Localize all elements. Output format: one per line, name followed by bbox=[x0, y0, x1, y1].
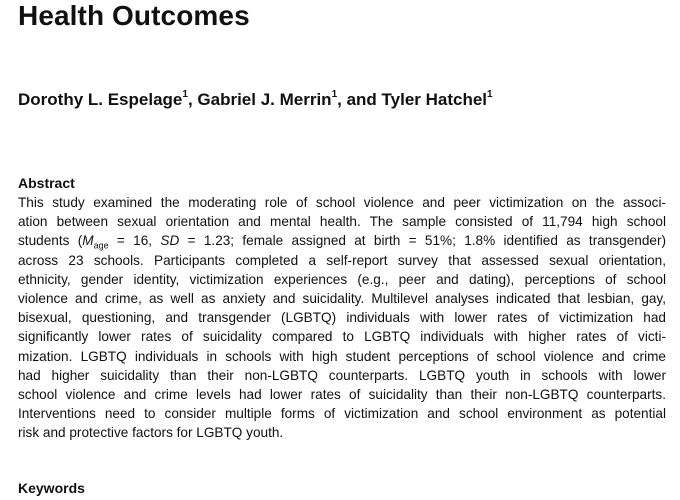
author-name: Dorothy L. Espelage bbox=[18, 90, 183, 109]
author-separator: , and bbox=[337, 90, 382, 109]
keywords-heading: Keywords bbox=[18, 480, 85, 496]
abstract-line: significantly lower rates of suicidality… bbox=[18, 329, 666, 345]
stats-text: students ( bbox=[18, 233, 83, 249]
sd-symbol: SD bbox=[160, 233, 180, 249]
abstract-line: Interventions need to consider multiple … bbox=[18, 406, 666, 422]
stats-text: = 1.23; female assigned at birth = 51%; … bbox=[179, 233, 666, 249]
stats-text: = 16, bbox=[108, 233, 161, 249]
author-affiliation: 1 bbox=[487, 89, 493, 101]
author-separator: , bbox=[187, 90, 198, 109]
abstract-line: ethnicity, gender identity, victimizatio… bbox=[18, 271, 666, 287]
author-name: Gabriel J. Merrin bbox=[197, 90, 332, 109]
abstract-line: This study examined the moderating role … bbox=[18, 195, 666, 210]
mean-symbol: M bbox=[82, 233, 94, 249]
abstract-line: bisexual, questioning, and transgender (… bbox=[18, 310, 666, 326]
abstract-line: school violence and crime levels had low… bbox=[18, 387, 666, 403]
abstract-line: violence and crime, as well as anxiety a… bbox=[18, 291, 666, 307]
abstract-heading: Abstract bbox=[18, 175, 75, 191]
author-affiliation: 1 bbox=[182, 89, 188, 101]
abstract-line: had higher suicidality than their non-LG… bbox=[18, 367, 666, 383]
abstract-line: mization. LGBTQ individuals in schools w… bbox=[18, 348, 666, 364]
abstract-line-stats: students (Mage = 16, SD = 1.23; female a… bbox=[18, 231, 666, 250]
abstract-line: risk and protective factors for LGBTQ yo… bbox=[18, 425, 284, 441]
paper-title: Health Outcomes bbox=[18, 0, 250, 31]
mean-subscript: age bbox=[93, 241, 109, 252]
author-name: Tyler Hatchel bbox=[381, 90, 488, 109]
abstract-body: This study examined the moderating role … bbox=[18, 193, 666, 443]
abstract-line: ation between sexual orientation and men… bbox=[18, 214, 666, 230]
author-list: Dorothy L. Espelage1, Gabriel J. Merrin1… bbox=[18, 88, 493, 112]
author-affiliation: 1 bbox=[331, 89, 338, 101]
abstract-line: across 23 schools. Participants complete… bbox=[18, 252, 666, 268]
